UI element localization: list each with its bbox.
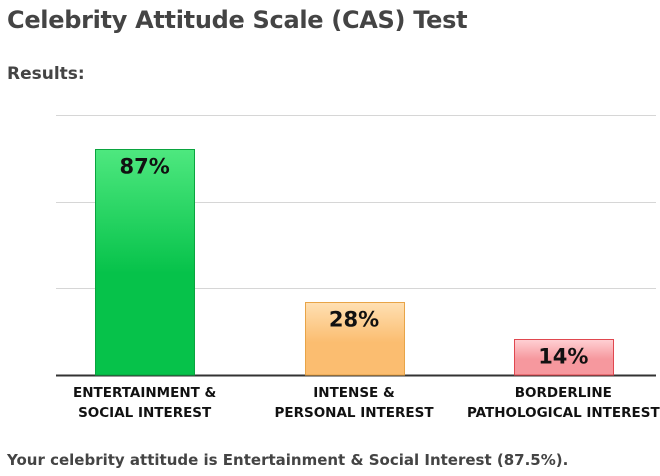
category-label: PATHOLOGICAL INTEREST — [467, 405, 660, 421]
bar-1 — [305, 302, 405, 376]
category-label: ENTERTAINMENT & — [73, 385, 217, 401]
bar-2 — [514, 339, 614, 376]
result-summary: Your celebrity attitude is Entertainment… — [7, 451, 569, 469]
bar-data-label: 14% — [538, 345, 588, 369]
bar-0 — [95, 149, 195, 376]
chart-bars — [95, 149, 614, 376]
category-label: BORDERLINE — [515, 385, 612, 401]
bar-data-label: 87% — [120, 155, 170, 179]
chart-category-labels: ENTERTAINMENT & SOCIAL INTEREST INTENSE & P… — [73, 385, 660, 421]
category-label: PERSONAL INTEREST — [274, 405, 434, 421]
category-label: SOCIAL INTEREST — [78, 405, 212, 421]
results-label: Results: — [7, 64, 85, 84]
category-label: INTENSE & — [313, 385, 395, 401]
page-title: Celebrity Attitude Scale (CAS) Test — [7, 6, 468, 34]
chart-data-labels: 87% 28% 14% — [120, 155, 589, 369]
bar-data-label: 28% — [329, 308, 379, 332]
